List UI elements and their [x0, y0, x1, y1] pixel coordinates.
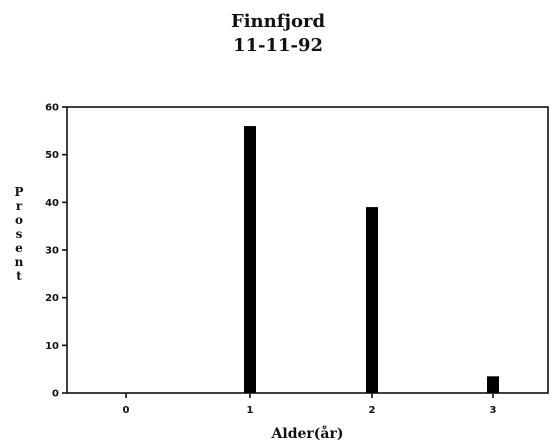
x-tick-label: 1	[247, 405, 254, 416]
chart-subtitle: 11-11-92	[232, 35, 324, 56]
x-tick-label: 2	[369, 405, 376, 416]
chart-title: Finnfjord	[230, 11, 326, 32]
plot-frame	[66, 106, 549, 394]
y-tick-label: 10	[45, 341, 59, 352]
bar-1	[244, 126, 256, 394]
y-tick-label: 0	[52, 389, 59, 400]
x-tick-label: 3	[490, 405, 497, 416]
x-axis-label: Alder(år)	[271, 424, 344, 442]
chart-title-block: Finnfjord 11-11-92	[0, 10, 556, 58]
y-tick-label: 60	[45, 103, 59, 114]
x-tick-label: 0	[123, 405, 130, 416]
y-tick-label: 40	[45, 198, 59, 209]
bar-3	[487, 376, 499, 393]
bar-2	[366, 207, 378, 393]
y-tick-label: 20	[45, 293, 59, 304]
y-tick-label: 50	[45, 150, 59, 161]
y-tick-label: 30	[45, 246, 59, 257]
